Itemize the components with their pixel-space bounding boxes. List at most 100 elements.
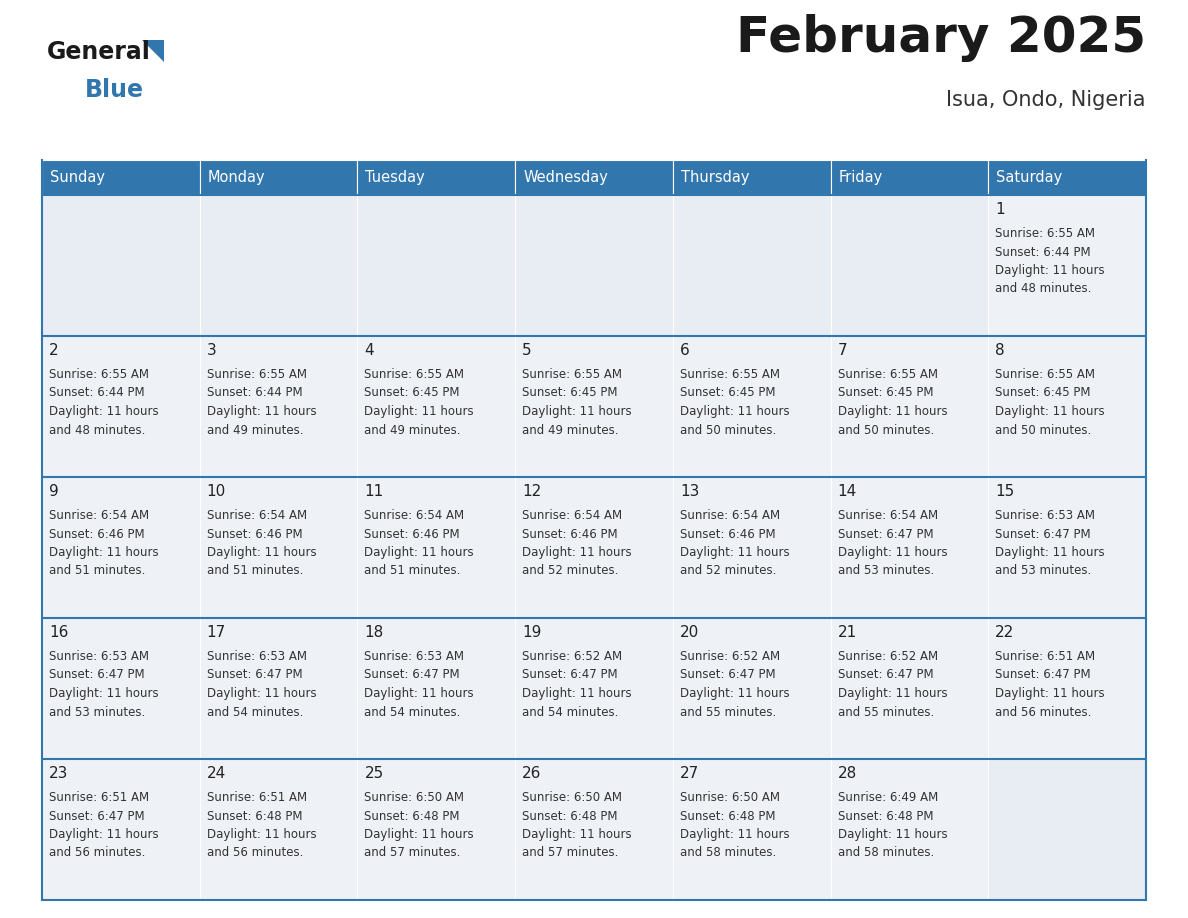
Text: Sunrise: 6:50 AM
Sunset: 6:48 PM
Daylight: 11 hours
and 58 minutes.: Sunrise: 6:50 AM Sunset: 6:48 PM Dayligh… [680, 791, 790, 859]
Bar [672, 336, 830, 477]
Text: 27: 27 [680, 766, 699, 781]
Text: 19: 19 [523, 625, 542, 640]
Bar [200, 195, 358, 336]
Text: 28: 28 [838, 766, 857, 781]
Text: Sunrise: 6:55 AM
Sunset: 6:45 PM
Daylight: 11 hours
and 50 minutes.: Sunrise: 6:55 AM Sunset: 6:45 PM Dayligh… [680, 368, 790, 436]
Text: 26: 26 [523, 766, 542, 781]
Text: 20: 20 [680, 625, 699, 640]
Bar [988, 477, 1146, 618]
Text: Sunrise: 6:55 AM
Sunset: 6:45 PM
Daylight: 11 hours
and 49 minutes.: Sunrise: 6:55 AM Sunset: 6:45 PM Dayligh… [365, 368, 474, 436]
Text: Sunrise: 6:55 AM
Sunset: 6:44 PM
Daylight: 11 hours
and 48 minutes.: Sunrise: 6:55 AM Sunset: 6:44 PM Dayligh… [49, 368, 159, 436]
Bar [42, 618, 200, 759]
Text: 8: 8 [996, 343, 1005, 358]
Text: February 2025: February 2025 [735, 14, 1146, 62]
Text: 24: 24 [207, 766, 226, 781]
Text: Friday: Friday [839, 170, 883, 185]
Text: 3: 3 [207, 343, 216, 358]
Bar [830, 477, 988, 618]
Text: Sunrise: 6:52 AM
Sunset: 6:47 PM
Daylight: 11 hours
and 54 minutes.: Sunrise: 6:52 AM Sunset: 6:47 PM Dayligh… [523, 650, 632, 719]
Text: Sunrise: 6:51 AM
Sunset: 6:48 PM
Daylight: 11 hours
and 56 minutes.: Sunrise: 6:51 AM Sunset: 6:48 PM Dayligh… [207, 791, 316, 859]
Bar [516, 195, 672, 336]
Text: Wednesday: Wednesday [523, 170, 608, 185]
Text: 10: 10 [207, 484, 226, 499]
Text: Sunrise: 6:53 AM
Sunset: 6:47 PM
Daylight: 11 hours
and 54 minutes.: Sunrise: 6:53 AM Sunset: 6:47 PM Dayligh… [207, 650, 316, 719]
Text: 15: 15 [996, 484, 1015, 499]
Text: 11: 11 [365, 484, 384, 499]
Text: Sunrise: 6:54 AM
Sunset: 6:46 PM
Daylight: 11 hours
and 51 minutes.: Sunrise: 6:54 AM Sunset: 6:46 PM Dayligh… [365, 509, 474, 577]
Bar [42, 336, 200, 477]
Text: 9: 9 [49, 484, 58, 499]
Bar [358, 336, 516, 477]
Text: 4: 4 [365, 343, 374, 358]
Text: Sunrise: 6:55 AM
Sunset: 6:45 PM
Daylight: 11 hours
and 50 minutes.: Sunrise: 6:55 AM Sunset: 6:45 PM Dayligh… [838, 368, 947, 436]
Text: Monday: Monday [208, 170, 265, 185]
Bar [988, 618, 1146, 759]
Text: 21: 21 [838, 625, 857, 640]
Bar [672, 618, 830, 759]
Text: 13: 13 [680, 484, 700, 499]
Bar [358, 195, 516, 336]
Text: Sunrise: 6:53 AM
Sunset: 6:47 PM
Daylight: 11 hours
and 53 minutes.: Sunrise: 6:53 AM Sunset: 6:47 PM Dayligh… [49, 650, 159, 719]
Text: Sunrise: 6:51 AM
Sunset: 6:47 PM
Daylight: 11 hours
and 56 minutes.: Sunrise: 6:51 AM Sunset: 6:47 PM Dayligh… [996, 650, 1105, 719]
Text: Sunrise: 6:50 AM
Sunset: 6:48 PM
Daylight: 11 hours
and 57 minutes.: Sunrise: 6:50 AM Sunset: 6:48 PM Dayligh… [365, 791, 474, 859]
Bar [988, 759, 1146, 900]
Text: Sunrise: 6:54 AM
Sunset: 6:46 PM
Daylight: 11 hours
and 51 minutes.: Sunrise: 6:54 AM Sunset: 6:46 PM Dayligh… [207, 509, 316, 577]
Bar [988, 336, 1146, 477]
Bar [988, 195, 1146, 336]
Bar [42, 160, 200, 195]
Bar [830, 618, 988, 759]
Text: 5: 5 [523, 343, 532, 358]
Text: Sunrise: 6:53 AM
Sunset: 6:47 PM
Daylight: 11 hours
and 54 minutes.: Sunrise: 6:53 AM Sunset: 6:47 PM Dayligh… [365, 650, 474, 719]
Text: Tuesday: Tuesday [366, 170, 425, 185]
Text: Blue: Blue [86, 78, 144, 102]
Bar [516, 477, 672, 618]
Text: 18: 18 [365, 625, 384, 640]
Bar [42, 477, 200, 618]
Bar [42, 195, 200, 336]
Bar [358, 160, 516, 195]
Text: Saturday: Saturday [997, 170, 1062, 185]
Text: General: General [48, 40, 151, 64]
Text: 23: 23 [49, 766, 69, 781]
Bar [200, 759, 358, 900]
Text: Sunrise: 6:54 AM
Sunset: 6:46 PM
Daylight: 11 hours
and 52 minutes.: Sunrise: 6:54 AM Sunset: 6:46 PM Dayligh… [680, 509, 790, 577]
Bar [830, 195, 988, 336]
Text: 6: 6 [680, 343, 689, 358]
Bar [200, 618, 358, 759]
Text: Sunrise: 6:55 AM
Sunset: 6:45 PM
Daylight: 11 hours
and 50 minutes.: Sunrise: 6:55 AM Sunset: 6:45 PM Dayligh… [996, 368, 1105, 436]
Text: Sunday: Sunday [50, 170, 105, 185]
Text: Sunrise: 6:53 AM
Sunset: 6:47 PM
Daylight: 11 hours
and 53 minutes.: Sunrise: 6:53 AM Sunset: 6:47 PM Dayligh… [996, 509, 1105, 577]
Bar [358, 618, 516, 759]
Text: Sunrise: 6:54 AM
Sunset: 6:46 PM
Daylight: 11 hours
and 51 minutes.: Sunrise: 6:54 AM Sunset: 6:46 PM Dayligh… [49, 509, 159, 577]
Text: 16: 16 [49, 625, 69, 640]
Text: 14: 14 [838, 484, 857, 499]
Bar [358, 759, 516, 900]
Bar [672, 759, 830, 900]
Text: 2: 2 [49, 343, 58, 358]
Bar [42, 759, 200, 900]
Text: Sunrise: 6:55 AM
Sunset: 6:44 PM
Daylight: 11 hours
and 48 minutes.: Sunrise: 6:55 AM Sunset: 6:44 PM Dayligh… [996, 227, 1105, 296]
Text: Sunrise: 6:52 AM
Sunset: 6:47 PM
Daylight: 11 hours
and 55 minutes.: Sunrise: 6:52 AM Sunset: 6:47 PM Dayligh… [680, 650, 790, 719]
Bar [830, 160, 988, 195]
Polygon shape [143, 40, 164, 62]
Bar [200, 477, 358, 618]
Bar [672, 477, 830, 618]
Text: Sunrise: 6:55 AM
Sunset: 6:44 PM
Daylight: 11 hours
and 49 minutes.: Sunrise: 6:55 AM Sunset: 6:44 PM Dayligh… [207, 368, 316, 436]
Text: Isua, Ondo, Nigeria: Isua, Ondo, Nigeria [947, 90, 1146, 110]
Bar [516, 618, 672, 759]
Bar [200, 160, 358, 195]
Text: Thursday: Thursday [681, 170, 750, 185]
Text: 12: 12 [523, 484, 542, 499]
Bar [830, 759, 988, 900]
Bar [516, 759, 672, 900]
Bar [830, 336, 988, 477]
Text: 22: 22 [996, 625, 1015, 640]
Text: Sunrise: 6:50 AM
Sunset: 6:48 PM
Daylight: 11 hours
and 57 minutes.: Sunrise: 6:50 AM Sunset: 6:48 PM Dayligh… [523, 791, 632, 859]
Bar [672, 195, 830, 336]
Text: Sunrise: 6:54 AM
Sunset: 6:46 PM
Daylight: 11 hours
and 52 minutes.: Sunrise: 6:54 AM Sunset: 6:46 PM Dayligh… [523, 509, 632, 577]
Text: Sunrise: 6:55 AM
Sunset: 6:45 PM
Daylight: 11 hours
and 49 minutes.: Sunrise: 6:55 AM Sunset: 6:45 PM Dayligh… [523, 368, 632, 436]
Text: Sunrise: 6:54 AM
Sunset: 6:47 PM
Daylight: 11 hours
and 53 minutes.: Sunrise: 6:54 AM Sunset: 6:47 PM Dayligh… [838, 509, 947, 577]
Bar [516, 336, 672, 477]
Text: 25: 25 [365, 766, 384, 781]
Text: Sunrise: 6:52 AM
Sunset: 6:47 PM
Daylight: 11 hours
and 55 minutes.: Sunrise: 6:52 AM Sunset: 6:47 PM Dayligh… [838, 650, 947, 719]
